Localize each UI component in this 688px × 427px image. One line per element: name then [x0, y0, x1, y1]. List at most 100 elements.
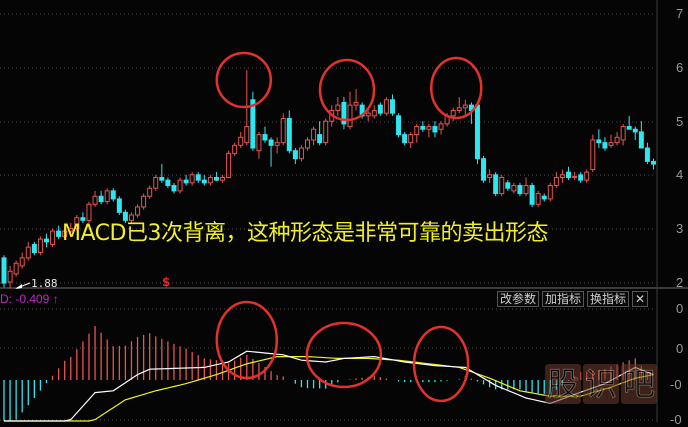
- candle-body: [626, 126, 632, 130]
- candle: [414, 123, 420, 143]
- candle-body: [620, 126, 626, 141]
- candle: [74, 215, 80, 232]
- price-tick: 6: [676, 60, 684, 75]
- candle-body: [171, 185, 177, 192]
- candle: [408, 131, 414, 148]
- candle-body: [559, 174, 565, 178]
- candle-body: [614, 136, 620, 144]
- candle: [614, 131, 620, 146]
- candle-body: [135, 206, 141, 216]
- candle: [590, 134, 596, 173]
- indicator-toolbar: 改参数 加指标 换指标 ✕: [497, 291, 649, 307]
- candle-body: [226, 152, 232, 178]
- candle-body: [426, 126, 432, 130]
- candle: [116, 196, 122, 215]
- candle: [7, 265, 13, 289]
- candle-body: [353, 101, 359, 106]
- candle-body: [207, 176, 213, 184]
- candle-body: [213, 176, 219, 181]
- candle: [262, 126, 268, 143]
- candle-body: [37, 238, 43, 254]
- candle: [305, 137, 310, 151]
- candle-body: [274, 142, 280, 146]
- candle: [189, 172, 195, 186]
- candle: [122, 209, 128, 224]
- candle-body: [383, 99, 389, 114]
- candle: [104, 188, 110, 205]
- candle: [128, 212, 134, 224]
- candle-body: [31, 243, 37, 254]
- candle-body: [19, 257, 25, 267]
- candle: [529, 182, 535, 207]
- candle: [371, 105, 377, 119]
- candle: [268, 137, 274, 167]
- candle: [238, 131, 244, 148]
- candle-body: [438, 123, 444, 130]
- candle-body: [268, 139, 274, 146]
- candle: [626, 115, 632, 130]
- candle: [37, 236, 43, 256]
- candle-body: [68, 227, 74, 232]
- candle-body: [347, 104, 353, 128]
- candle-body: [323, 120, 329, 144]
- close-icon[interactable]: ✕: [632, 291, 649, 307]
- candle-body: [201, 179, 207, 184]
- candle: [608, 134, 614, 148]
- candle-body: [159, 176, 165, 181]
- candle: [596, 129, 602, 148]
- candle-body: [104, 190, 110, 203]
- candle-body: [493, 174, 499, 195]
- candle: [432, 121, 438, 138]
- candle-body: [420, 126, 426, 130]
- candle: [171, 182, 177, 194]
- candle-body: [280, 118, 286, 144]
- candle: [43, 233, 49, 248]
- candle: [523, 177, 529, 197]
- candle: [1, 255, 7, 288]
- highlight-circle: [318, 58, 376, 122]
- candle-body: [147, 187, 153, 197]
- price-tick: 4: [676, 167, 684, 182]
- switch-indicator-button[interactable]: 换指标: [587, 291, 630, 307]
- candle: [474, 102, 480, 165]
- candle: [207, 174, 213, 186]
- candle-body: [566, 171, 572, 178]
- candle-body: [50, 230, 56, 245]
- candle-body: [256, 134, 262, 152]
- low-price-label: 1.88: [31, 277, 58, 290]
- candle-body: [602, 142, 608, 149]
- candle: [553, 172, 559, 189]
- candle-body: [335, 104, 341, 111]
- candle: [511, 182, 517, 194]
- candle: [292, 148, 298, 165]
- candle: [25, 241, 31, 261]
- candle: [226, 150, 232, 178]
- candle-body: [590, 139, 596, 170]
- candle: [517, 182, 523, 197]
- candle: [396, 113, 402, 138]
- price-tick: 7: [676, 6, 684, 21]
- candle: [389, 94, 395, 116]
- candle-body: [165, 179, 171, 187]
- highlight-circle: [215, 51, 273, 109]
- modify-params-button[interactable]: 改参数: [497, 291, 540, 307]
- candle: [323, 118, 329, 146]
- candle: [213, 172, 219, 182]
- candle-body: [177, 179, 183, 192]
- candle-body: [317, 134, 323, 144]
- candle: [638, 121, 644, 149]
- candle: [426, 123, 432, 138]
- candle-body: [1, 257, 7, 284]
- candle-body: [311, 128, 317, 141]
- candle-body: [608, 142, 614, 146]
- macd-tick: 0: [676, 301, 684, 316]
- candle-body: [408, 134, 414, 144]
- candle: [31, 241, 37, 256]
- candle: [493, 172, 499, 197]
- add-indicator-button[interactable]: 加指标: [542, 291, 585, 307]
- candle-body: [371, 109, 377, 117]
- candle: [383, 97, 389, 116]
- candle-body: [396, 115, 402, 136]
- candle-body: [547, 185, 553, 200]
